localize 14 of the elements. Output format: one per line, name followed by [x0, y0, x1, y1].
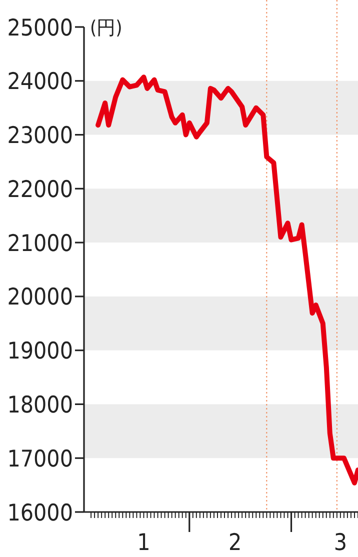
y-tick-label: 25000: [7, 15, 73, 42]
y-tick-label: 21000: [7, 230, 73, 257]
x-tick-label: 1: [137, 530, 150, 556]
y-tick-label: 23000: [7, 123, 73, 150]
y-axis-title: (円): [90, 16, 122, 39]
y-tick-label: 18000: [7, 392, 73, 418]
y-tick-label: 17000: [7, 446, 73, 472]
y-tick-label: 24000: [7, 69, 73, 96]
y-tick-label: 22000: [7, 176, 73, 203]
y-tick-label: 19000: [7, 338, 73, 365]
y-tick-label: 20000: [7, 284, 73, 311]
x-tick-label: 3: [334, 530, 348, 556]
x-tick-label: 2: [228, 530, 242, 556]
y-tick-label: 16000: [7, 500, 73, 526]
